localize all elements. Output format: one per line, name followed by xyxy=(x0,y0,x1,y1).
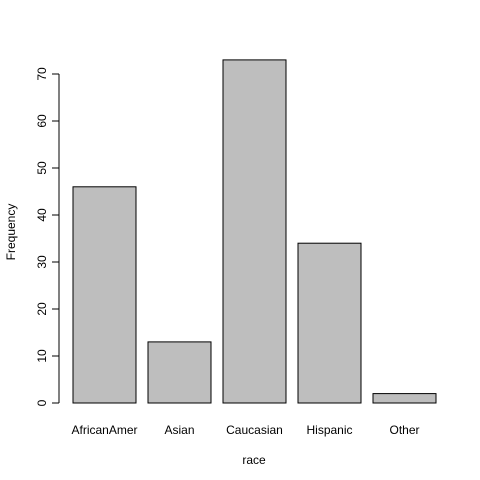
y-tick-label: 40 xyxy=(35,208,49,222)
bar-caucasian xyxy=(222,59,287,404)
y-tick-label: 10 xyxy=(35,349,49,363)
x-tick-label-africanamer: AfricanAmer xyxy=(71,423,137,437)
x-axis-title: race xyxy=(242,453,266,467)
y-axis: 0 10 20 30 40 50 60 70 xyxy=(35,67,60,406)
y-tick-label: 70 xyxy=(35,67,49,81)
bar-hispanic xyxy=(297,242,362,404)
x-tick-label-other: Other xyxy=(389,423,419,437)
x-tick-label-hispanic: Hispanic xyxy=(306,423,352,437)
bar-asian xyxy=(147,341,212,404)
y-tick-label: 20 xyxy=(35,302,49,316)
bar-other xyxy=(372,393,437,404)
x-tick-label-asian: Asian xyxy=(164,423,194,437)
bars-group xyxy=(72,59,437,404)
y-tick-label: 0 xyxy=(35,399,49,406)
x-axis-labels: AfricanAmer Asian Caucasian Hispanic Other xyxy=(71,423,419,437)
y-tick-label: 60 xyxy=(35,114,49,128)
y-axis-title: Frequency xyxy=(4,204,18,261)
y-tick-label: 30 xyxy=(35,255,49,269)
y-tick-label: 50 xyxy=(35,161,49,175)
bar-africanamer xyxy=(72,186,137,404)
x-tick-label-caucasian: Caucasian xyxy=(226,423,283,437)
